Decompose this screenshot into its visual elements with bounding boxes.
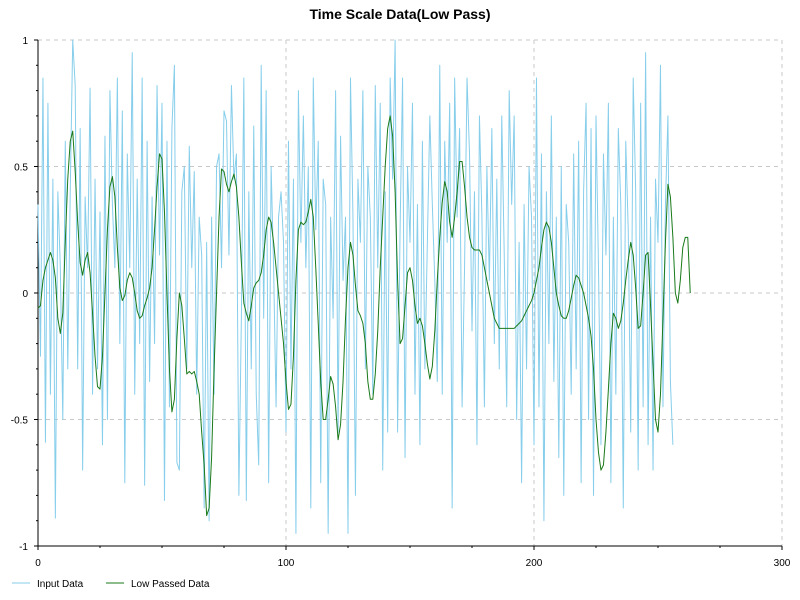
y-tick-label: 0 [22, 289, 28, 300]
y-tick-label: -1 [19, 542, 28, 553]
x-tick-label: 300 [774, 558, 791, 569]
y-tick-label: 0.5 [14, 163, 28, 174]
y-tick-label: 1 [22, 36, 28, 47]
legend-label-low-passed-data: Low Passed Data [131, 579, 210, 590]
legend-label-input-data: Input Data [37, 579, 84, 590]
grid [38, 39, 783, 546]
series-line-low-passed-data [37, 115, 691, 517]
series-group [37, 39, 691, 534]
x-tick-label: 100 [278, 558, 295, 569]
legend: Input Data Low Passed Data [12, 579, 210, 590]
y-tick-label: -0.5 [11, 416, 29, 427]
x-tick-label: 0 [35, 558, 41, 569]
axes: -1 -0.5 0 0.5 1 0 100 200 300 [11, 36, 791, 569]
series-line-input-data [37, 39, 674, 534]
x-tick-label: 200 [526, 558, 543, 569]
chart-title: Time Scale Data(Low Pass) [309, 6, 490, 22]
